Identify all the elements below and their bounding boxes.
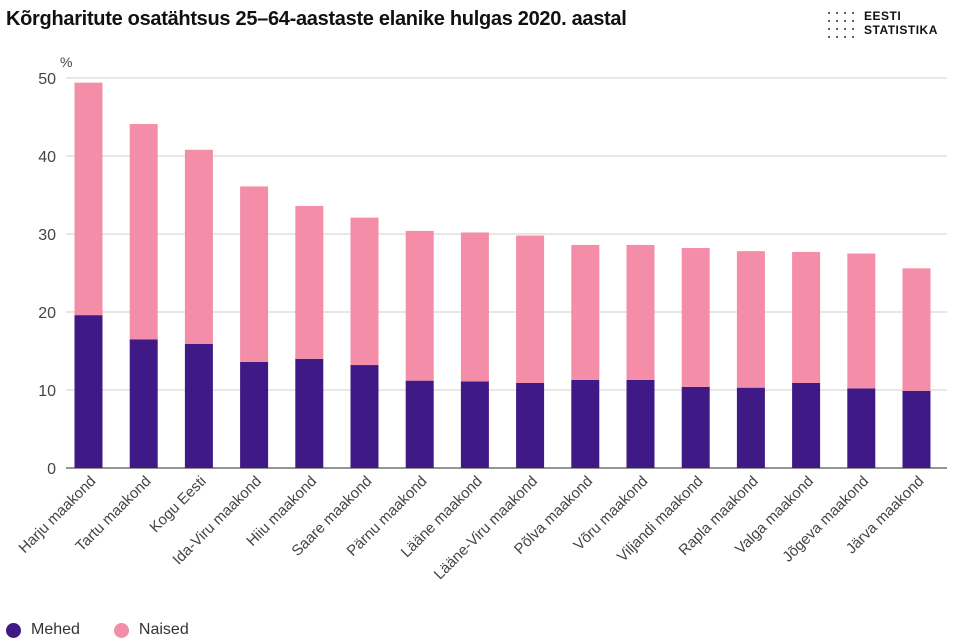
bar-segment-mehed[interactable] (74, 315, 103, 468)
legend-item-naised[interactable]: Naised (113, 621, 189, 639)
bar-segment-naised[interactable] (350, 217, 379, 366)
logo-line1: EESTI (864, 9, 902, 23)
legend-item-mehed[interactable]: Mehed (6, 621, 80, 639)
logo-dot (852, 28, 854, 30)
logo-dot (836, 20, 838, 22)
logo-dot (852, 36, 854, 38)
bar-segment-mehed[interactable] (516, 382, 545, 468)
statistics-estonia-logo: EESTI STATISTIKA (828, 10, 958, 42)
logo-dot (828, 12, 830, 14)
bar-segment-mehed[interactable] (184, 343, 213, 468)
bar-segment-naised[interactable] (736, 251, 765, 388)
logo-dot (852, 12, 854, 14)
bar-segment-naised[interactable] (626, 244, 655, 380)
bar-segment-mehed[interactable] (460, 381, 489, 468)
bar-segment-naised[interactable] (129, 124, 158, 340)
bar-segment-mehed[interactable] (405, 380, 434, 468)
legend-swatch-naised (113, 622, 129, 638)
logo-dot (836, 36, 838, 38)
logo-dot (844, 20, 846, 22)
y-tick-label: 30 (38, 227, 56, 244)
bar-segment-naised[interactable] (681, 248, 710, 387)
y-axis: 0 10 20 30 40 50% (38, 54, 72, 478)
bar-segment-naised[interactable] (571, 244, 600, 380)
bar-segment-mehed[interactable] (792, 382, 821, 468)
bar-segment-mehed[interactable] (626, 379, 655, 468)
legend-label-mehed: Mehed (31, 621, 80, 638)
bar-segment-naised[interactable] (516, 235, 545, 383)
logo-dot (836, 12, 838, 14)
bar-segment-naised[interactable] (405, 230, 434, 381)
logo-dot (836, 28, 838, 30)
y-tick-label: 40 (38, 149, 56, 166)
bar-segment-mehed[interactable] (295, 358, 324, 468)
y-tick-label: 20 (38, 305, 56, 322)
bar-segment-mehed[interactable] (681, 386, 710, 468)
bar-segment-naised[interactable] (240, 186, 269, 362)
bar-segment-naised[interactable] (460, 232, 489, 382)
bar-segment-mehed[interactable] (847, 388, 876, 468)
bars (74, 82, 931, 468)
bar-segment-mehed[interactable] (902, 390, 931, 468)
logo-dot (828, 20, 830, 22)
y-axis-unit-label: % (60, 54, 72, 70)
bar-segment-mehed[interactable] (350, 365, 379, 468)
bar-segment-naised[interactable] (792, 251, 821, 383)
bar-segment-naised[interactable] (902, 268, 931, 391)
logo-line2: STATISTIKA (864, 23, 938, 37)
logo-dot (852, 20, 854, 22)
dot-grid-icon (828, 12, 856, 40)
legend-label-naised: Naised (138, 621, 189, 638)
logo-dot (828, 36, 830, 38)
bar-segment-naised[interactable] (295, 205, 324, 359)
legend: Mehed Naised (6, 619, 223, 641)
logo-dot (844, 12, 846, 14)
logo-dot (844, 36, 846, 38)
chart-title: Kõrgharitute osatähtsus 25–64-aastaste e… (6, 8, 627, 30)
bar-segment-naised[interactable] (74, 82, 103, 316)
y-tick-label: 0 (47, 461, 56, 478)
logo-dot (828, 28, 830, 30)
bar-segment-mehed[interactable] (240, 361, 269, 468)
bar-segment-mehed[interactable] (736, 387, 765, 468)
x-tick-label: Lääne-Viru maakond (431, 473, 541, 583)
y-tick-label: 50 (38, 71, 56, 88)
bar-segment-mehed[interactable] (129, 339, 158, 468)
bar-segment-naised[interactable] (184, 149, 213, 344)
y-tick-label: 10 (38, 383, 56, 400)
bar-segment-naised[interactable] (847, 253, 876, 389)
logo-dot (844, 28, 846, 30)
bar-segment-mehed[interactable] (571, 379, 600, 468)
legend-swatch-mehed (6, 622, 21, 638)
